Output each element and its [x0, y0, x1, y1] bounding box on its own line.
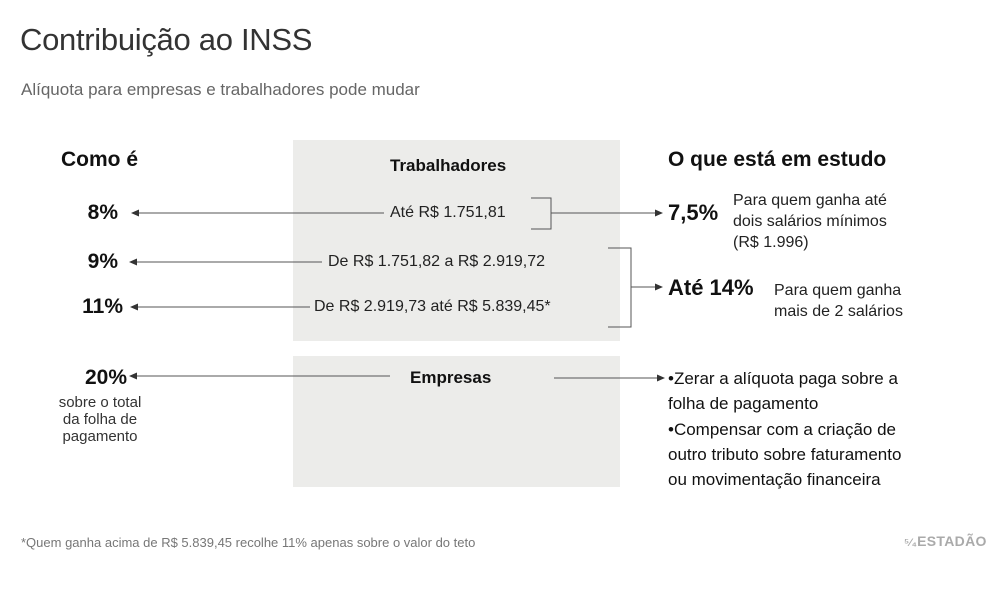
companies-current-rate: 20% — [84, 366, 127, 389]
companies-current-note: sobre o total da folha de pagamento — [58, 394, 142, 445]
current-header: Como é — [61, 148, 139, 171]
workers-header: Trabalhadores — [390, 156, 507, 175]
row3-left-arrow — [130, 303, 138, 311]
proposal-header: O que está em estudo — [668, 148, 887, 171]
bullet-icon: • — [668, 369, 674, 388]
bullet-icon: • — [668, 420, 674, 439]
row23-bracket — [608, 247, 632, 328]
row23-right-arrow — [655, 283, 663, 291]
range-2: De R$ 1.751,82 a R$ 2.919,72 — [324, 253, 550, 271]
chart-title: Contribuição ao INSS — [20, 22, 313, 57]
proposal-desc-1: Para quem ganha até dois salários mínimo… — [733, 192, 887, 251]
companies-left-arrow — [129, 372, 137, 380]
row2-left-arrow — [129, 258, 137, 266]
proposal-rate-2: Até 14% — [668, 275, 754, 300]
proposal-rate-1: 7,5% — [668, 200, 719, 225]
brand-logo: ⁵⁄₄ESTADÃO — [904, 533, 987, 549]
range-3: De R$ 2.919,73 até R$ 5.839,45* — [310, 298, 555, 316]
companies-right-arrow — [657, 374, 665, 382]
range-1: Até R$ 1.751,81 — [386, 204, 510, 222]
row1-left-arrow — [131, 209, 139, 217]
companies-header: Empresas — [410, 368, 492, 387]
companies-proposal-2: •Compensar com a criação de outro tribut… — [668, 420, 902, 489]
chart-subtitle: Alíquota para empresas e trabalhadores p… — [21, 80, 420, 99]
current-rate-2: 9% — [87, 250, 118, 273]
proposal-desc-2: Para quem ganha mais de 2 salários — [774, 282, 903, 320]
footnote: *Quem ganha acima de R$ 5.839,45 recolhe… — [21, 535, 476, 550]
current-rate-3: 11% — [82, 295, 123, 318]
row1-bracket — [531, 197, 552, 230]
row1-right-arrow — [655, 209, 663, 217]
companies-proposal-1: •Zerar a alíquota paga sobre a folha de … — [668, 369, 898, 413]
current-rate-1: 8% — [87, 201, 118, 224]
